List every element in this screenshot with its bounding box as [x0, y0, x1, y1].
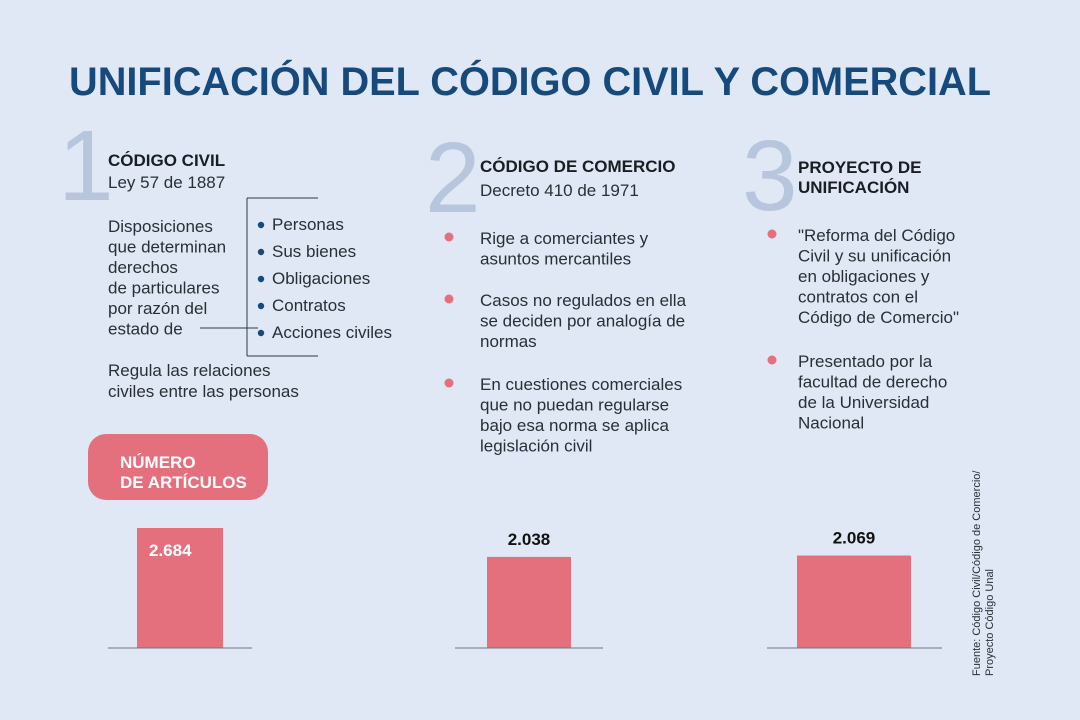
item: Personas — [272, 215, 344, 234]
item: Acciones civiles — [272, 323, 392, 342]
chart-title: DE ARTÍCULOS — [120, 473, 247, 492]
item-dot — [257, 248, 265, 256]
item: Sus bienes — [272, 242, 356, 261]
description: por razón del — [108, 299, 207, 318]
description: Disposiciones — [108, 217, 213, 236]
bar — [137, 528, 223, 648]
bullet-text: Civil y su unificación — [798, 247, 951, 266]
summary: Regula las relaciones — [108, 361, 271, 380]
item-dot — [257, 329, 265, 337]
title: UNIFICACIÓN DEL CÓDIGO CIVIL Y COMERCIAL — [69, 58, 991, 104]
bullet-dot — [767, 229, 777, 239]
bullet-dot — [444, 232, 454, 242]
item-dot — [257, 221, 265, 229]
bullet-text: Código de Comercio" — [798, 308, 959, 327]
bullet-dot — [767, 355, 777, 365]
value-label: 2.069 — [833, 529, 876, 548]
bullet-text: En cuestiones comerciales — [480, 375, 682, 394]
section-subtitle: Decreto 410 de 1971 — [480, 181, 639, 200]
section-title: UNIFICACIÓN — [798, 178, 909, 197]
summary: civiles entre las personas — [108, 382, 299, 401]
section-number: 1 — [58, 110, 114, 222]
bar — [487, 556, 571, 648]
chart-title: NÚMERO — [120, 453, 196, 472]
description: derechos — [108, 258, 178, 277]
section-title: PROYECTO DE — [798, 158, 921, 177]
bullet-text: normas — [480, 332, 537, 351]
item: Contratos — [272, 296, 346, 315]
bullet-text: contratos con el — [798, 288, 918, 307]
value-label: 2.038 — [508, 530, 551, 549]
bullet-text: asuntos mercantiles — [480, 250, 631, 269]
bullet-dot — [444, 378, 454, 388]
section-number: 3 — [742, 120, 798, 232]
bullet-text: Presentado por la — [798, 352, 933, 371]
bullet-text: "Reforma del Código — [798, 226, 955, 245]
item-dot — [257, 302, 265, 310]
bullet-text: que no puedan regularse — [480, 396, 669, 415]
item: Obligaciones — [272, 269, 370, 288]
description: estado de — [108, 320, 183, 339]
bullet-text: Casos no regulados en ella — [480, 291, 687, 310]
bullet-text: se deciden por analogía de — [480, 312, 685, 331]
source: Fuente: Código Civil/Código de Comercio/ — [971, 470, 983, 676]
description: que determinan — [108, 238, 226, 257]
bullet-text: en obligaciones y — [798, 267, 930, 286]
section-title: CÓDIGO DE COMERCIO — [480, 157, 676, 176]
bullet-text: legislación civil — [480, 437, 592, 456]
bar — [797, 555, 911, 648]
bullet-dot — [444, 294, 454, 304]
section-title: CÓDIGO CIVIL — [108, 151, 225, 170]
value-label: 2.684 — [149, 541, 192, 560]
bullet-text: Rige a comerciantes y — [480, 229, 649, 248]
bullet-text: bajo esa norma se aplica — [480, 416, 670, 435]
description: de particulares — [108, 279, 220, 298]
source: Proyecto Código Unal — [984, 569, 996, 676]
section-subtitle: Ley 57 de 1887 — [108, 173, 225, 192]
section-number: 2 — [425, 122, 481, 234]
bracket — [200, 197, 318, 357]
bullet-text: Nacional — [798, 414, 864, 433]
bullet-text: de la Universidad — [798, 393, 929, 412]
chart-title-pill — [88, 434, 268, 500]
item-dot — [257, 275, 265, 283]
bullet-text: facultad de derecho — [798, 373, 947, 392]
